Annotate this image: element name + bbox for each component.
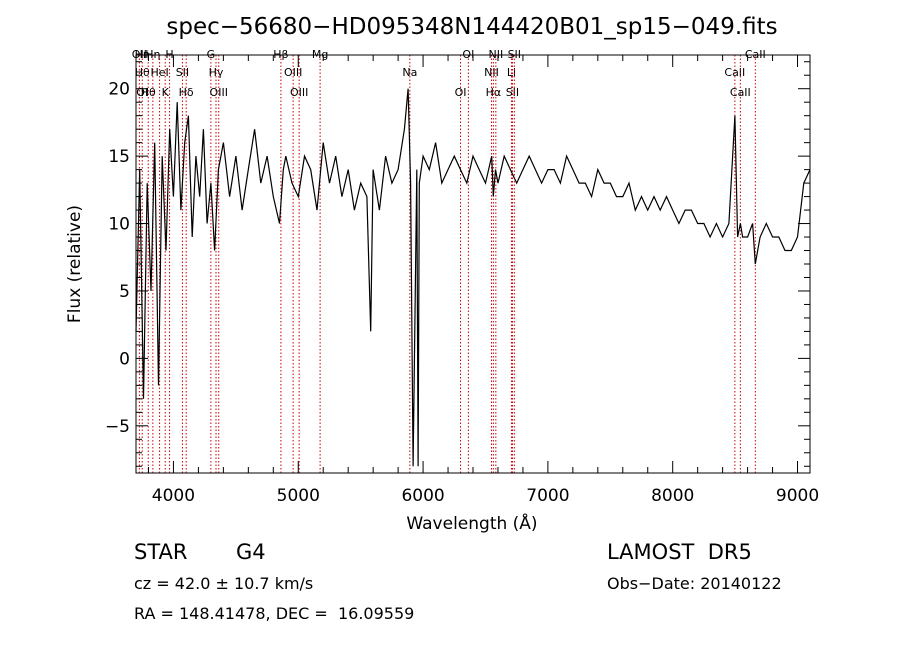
object-class: STAR bbox=[134, 540, 188, 564]
x-tick-label: 8000 bbox=[651, 486, 694, 506]
coordinates: RA = 148.41478, DEC = 16.09559 bbox=[134, 604, 415, 623]
y-axis: −5 0 5 10 15 20 bbox=[105, 61, 810, 467]
line-label: Hα bbox=[486, 86, 502, 99]
chart-title: spec−56680−HD095348N144420B01_sp15−049.f… bbox=[166, 14, 777, 40]
plot-frame bbox=[135, 54, 811, 474]
x-tick-label: 4000 bbox=[152, 486, 195, 506]
x-axis: 4000 5000 6000 7000 8000 9000 bbox=[147, 55, 819, 506]
x-tick-label: 6000 bbox=[401, 486, 444, 506]
line-label: OIII bbox=[210, 86, 228, 99]
line-label: SII bbox=[506, 86, 519, 99]
line-label: HeI bbox=[150, 66, 168, 79]
line-label: Hθ bbox=[141, 86, 156, 99]
x-tick-label: 9000 bbox=[776, 486, 819, 506]
object-subclass: G4 bbox=[236, 540, 266, 564]
spectrum-series bbox=[135, 88, 811, 467]
line-label: OI bbox=[136, 86, 148, 99]
x-tick-label: 7000 bbox=[526, 486, 569, 506]
line-label: OIII bbox=[284, 66, 302, 79]
y-tick-label: 15 bbox=[108, 147, 130, 167]
line-label: CaII bbox=[724, 66, 745, 79]
y-tick-label: 0 bbox=[119, 349, 130, 369]
line-label: K bbox=[162, 86, 170, 99]
line-label: CaII bbox=[730, 86, 751, 99]
line-label: Na bbox=[402, 66, 417, 79]
line-label: SII bbox=[176, 66, 189, 79]
y-tick-label: −5 bbox=[105, 417, 130, 437]
line-label: OI bbox=[455, 86, 467, 99]
x-axis-label: Wavelength (Å) bbox=[406, 512, 537, 534]
line-label: NII bbox=[484, 66, 499, 79]
line-label: Hθ bbox=[135, 66, 150, 79]
y-tick-label: 5 bbox=[119, 282, 130, 302]
y-axis-label: Flux (relative) bbox=[65, 205, 85, 323]
survey-release: LAMOST DR5 bbox=[607, 540, 752, 564]
spectral-line-markers: OIIHθOIHηHθHηHeIKHSIIHδGHγOIIIHβOIIIOIII… bbox=[132, 48, 766, 473]
y-tick-label: 10 bbox=[108, 215, 130, 235]
line-label: Li bbox=[507, 66, 516, 79]
observation-date: Obs−Date: 20140122 bbox=[607, 574, 782, 593]
line-label: Hδ bbox=[179, 86, 194, 99]
x-tick-label: 5000 bbox=[277, 486, 320, 506]
y-tick-label: 20 bbox=[108, 80, 130, 100]
redshift-velocity: cz = 42.0 ± 10.7 km/s bbox=[134, 574, 314, 593]
line-label: Hγ bbox=[209, 66, 224, 79]
line-label: OIII bbox=[290, 86, 308, 99]
